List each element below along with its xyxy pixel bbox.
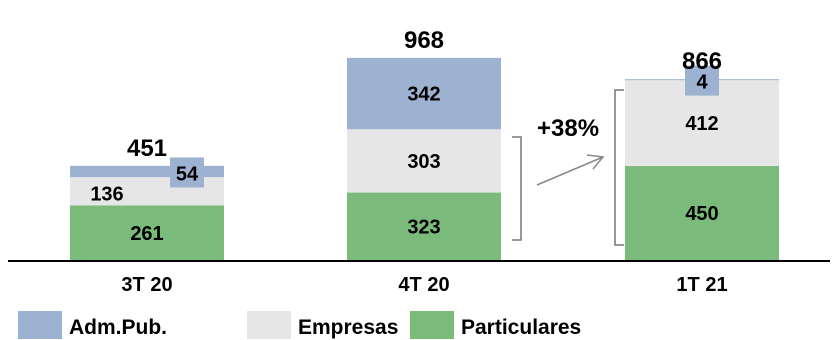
total-label-3t-20: 451 bbox=[127, 135, 167, 162]
growth-arrow-head bbox=[586, 154, 605, 170]
data-label-particulares-1t-21: 450 bbox=[685, 203, 718, 225]
annotations-layer: +38% bbox=[512, 89, 624, 246]
growth-annotation: +38% bbox=[537, 115, 599, 142]
x-tick-1t-21: 1T 21 bbox=[676, 274, 727, 296]
legend-swatch-particulares bbox=[410, 311, 454, 339]
bar-adm-pub-3t-20 bbox=[70, 165, 224, 178]
data-label-box-adm-pub-1t-21 bbox=[685, 65, 719, 96]
legend-label-particulares: Particulares bbox=[461, 316, 581, 339]
legend-swatch-empresas bbox=[247, 311, 291, 339]
bar-particulares-4t-20 bbox=[347, 192, 501, 260]
data-label-adm-pub-3t-20: 54 bbox=[176, 163, 199, 185]
data-label-particulares-3t-20: 261 bbox=[130, 223, 163, 245]
bar-empresas-4t-20 bbox=[347, 129, 501, 193]
bar-group-3t-20: 261 136 54 451 bbox=[70, 135, 224, 260]
x-tick-4t-20: 4T 20 bbox=[398, 274, 449, 296]
growth-arrow bbox=[536, 156, 604, 186]
data-label-particulares-4t-20: 323 bbox=[407, 216, 440, 238]
data-label-adm-pub-4t-20: 342 bbox=[407, 84, 440, 106]
bar-adm-pub-4t-20 bbox=[347, 57, 501, 130]
data-label-empresas-3t-20: 136 bbox=[90, 183, 123, 205]
legend: Adm.Pub. Empresas Particulares bbox=[18, 311, 581, 339]
legend-label-empresas: Empresas bbox=[298, 316, 398, 339]
data-label-box-adm-pub-3t-20 bbox=[170, 157, 204, 188]
x-axis-ticks: 3T 20 4T 20 1T 21 bbox=[121, 274, 727, 296]
data-label-empresas-4t-20: 303 bbox=[407, 151, 440, 173]
bar-group-4t-20: 323 303 342 968 bbox=[347, 27, 501, 260]
data-label-adm-pub-1t-21: 4 bbox=[696, 72, 708, 94]
total-label-1t-21: 866 bbox=[682, 48, 722, 75]
x-tick-3t-20: 3T 20 bbox=[121, 274, 172, 296]
bracket-left bbox=[512, 136, 522, 241]
legend-swatch-adm-pub bbox=[18, 311, 62, 339]
bracket-right bbox=[614, 89, 624, 246]
bar-particulares-1t-21 bbox=[625, 166, 779, 260]
total-label-4t-20: 968 bbox=[404, 27, 444, 54]
data-label-empresas-1t-21: 412 bbox=[685, 113, 718, 135]
bar-particulares-3t-20 bbox=[70, 205, 224, 260]
legend-label-adm-pub: Adm.Pub. bbox=[69, 316, 167, 339]
